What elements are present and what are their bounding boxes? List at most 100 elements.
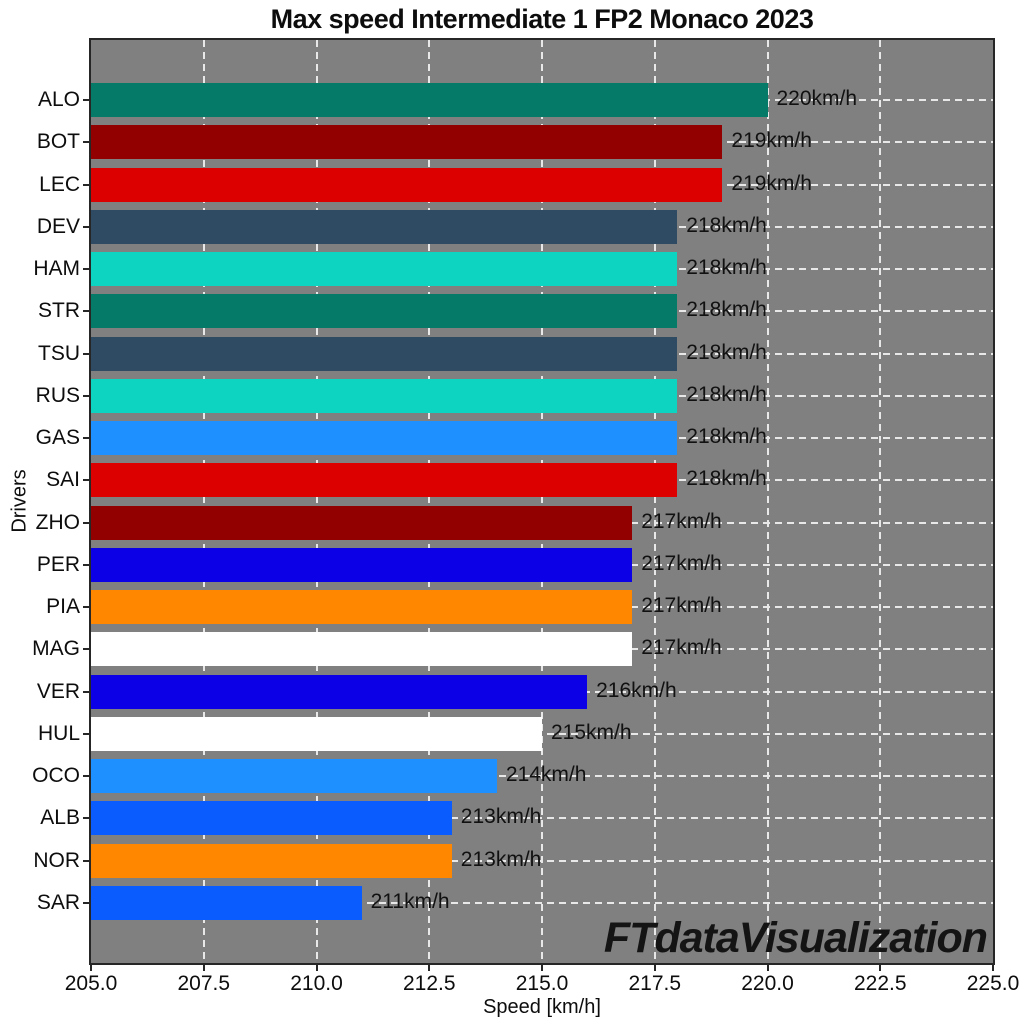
bar-DEV	[91, 209, 678, 244]
gridline-vertical	[541, 40, 543, 963]
x-tick-mark	[428, 963, 431, 971]
bar-HUL	[91, 716, 542, 751]
watermark: FTdataVisualization	[603, 914, 988, 962]
x-tick-label: 222.5	[853, 972, 907, 995]
bar-ZHO	[91, 505, 633, 540]
x-tick-label: 212.5	[402, 972, 456, 995]
x-tick-mark	[315, 963, 318, 971]
bar-LEC	[91, 167, 723, 202]
x-tick-label: 205.0	[64, 972, 118, 995]
y-tick-label: STR	[38, 299, 80, 323]
bar-value-label: 218km/h	[686, 298, 767, 322]
gridline-horizontal	[91, 732, 993, 735]
y-tick-mark	[83, 521, 91, 524]
bar-BOT	[91, 125, 723, 160]
y-tick-label: ALO	[37, 88, 80, 111]
x-tick-mark	[90, 963, 92, 971]
y-tick-label: RUS	[35, 383, 80, 407]
y-tick-label: SAI	[46, 468, 80, 492]
bar-value-label: 218km/h	[686, 425, 767, 449]
gridline-vertical	[766, 40, 769, 963]
y-tick-mark	[83, 817, 91, 820]
y-tick-label: NOR	[33, 848, 80, 872]
gridline-vertical	[653, 40, 656, 963]
bar-value-label: 211km/h	[370, 889, 450, 913]
x-tick-mark	[541, 963, 543, 971]
y-tick-label: ALB	[40, 806, 80, 830]
y-tick-mark	[83, 352, 91, 355]
x-tick-label: 225.0	[966, 972, 1020, 995]
bar-GAS	[91, 421, 678, 456]
x-tick-label: 220.0	[741, 972, 794, 995]
bar-value-label: 214km/h	[505, 763, 587, 787]
y-tick-mark	[83, 859, 91, 862]
bar-value-label: 219km/h	[731, 171, 812, 195]
y-tick-mark	[83, 648, 91, 651]
gridline-vertical	[202, 40, 205, 963]
y-tick-label: LEC	[39, 172, 80, 196]
bar-MAG	[91, 632, 633, 667]
bar-value-label: 218km/h	[686, 340, 767, 364]
plot-area: 220km/h 219km/h 219km/h 218km/h 218km/h 218km…	[89, 38, 995, 965]
bar-value-label: 215km/h	[551, 720, 632, 744]
bar-PER	[91, 547, 633, 582]
y-tick-label: DEV	[36, 214, 80, 238]
x-tick-label: 207.5	[177, 972, 231, 995]
bar-ALO	[91, 83, 768, 117]
bar-TSU	[91, 336, 678, 371]
bar-OCO	[91, 759, 497, 794]
y-tick-label: HAM	[33, 257, 80, 281]
y-tick-mark	[83, 901, 91, 904]
y-tick-mark	[83, 310, 91, 313]
y-tick-label: SAR	[36, 890, 80, 914]
y-tick-mark	[83, 563, 91, 566]
bar-value-label: 213km/h	[460, 805, 542, 829]
y-tick-label: PIA	[46, 595, 80, 619]
y-tick-mark	[83, 437, 91, 440]
gridline-horizontal	[91, 859, 993, 862]
x-tick-label: 215.0	[515, 972, 569, 995]
y-tick-label: HUL	[37, 721, 80, 745]
y-tick-mark	[83, 775, 91, 778]
bar-value-label: 216km/h	[596, 678, 677, 702]
bar-value-label: 217km/h	[641, 509, 722, 533]
y-tick-label: BOT	[36, 130, 80, 154]
bar-value-label: 219km/h	[731, 129, 812, 153]
y-tick-label: ZHO	[35, 510, 80, 534]
x-tick-mark	[202, 963, 205, 971]
x-tick-label: 210.0	[290, 972, 343, 995]
gridline-vertical	[315, 40, 318, 963]
bar-value-label: 218km/h	[686, 467, 767, 491]
y-tick-mark	[83, 268, 91, 271]
y-tick-mark	[83, 183, 91, 186]
y-tick-mark	[83, 225, 91, 228]
y-tick-mark	[83, 479, 91, 482]
x-tick-mark	[766, 963, 769, 971]
bar-value-label: 217km/h	[641, 594, 722, 618]
y-tick-label: TSU	[38, 341, 80, 365]
gridline-horizontal	[91, 901, 993, 904]
bar-value-label: 217km/h	[641, 636, 722, 660]
bar-HAM	[91, 252, 678, 287]
y-tick-label: GAS	[35, 426, 80, 450]
y-tick-mark	[83, 141, 91, 144]
y-tick-label: VER	[36, 679, 80, 703]
x-tick-label: 217.5	[628, 972, 682, 995]
chart-title: Max speed Intermediate 1 FP2 Monaco 2023	[270, 4, 814, 34]
y-tick-label: PER	[36, 552, 80, 576]
gridline-vertical	[879, 40, 882, 963]
x-axis-label: Speed [km/h]	[483, 996, 601, 1018]
bar-VER	[91, 674, 588, 709]
bar-value-label: 218km/h	[686, 256, 767, 280]
y-tick-mark	[83, 606, 91, 609]
bar-PIA	[91, 590, 633, 625]
x-tick-mark	[879, 963, 882, 971]
y-tick-mark	[83, 394, 91, 397]
y-tick-mark	[83, 732, 91, 735]
gridline-vertical	[428, 40, 431, 963]
bar-value-label: 218km/h	[686, 213, 767, 237]
bar-STR	[91, 294, 678, 329]
gridline-horizontal	[91, 775, 993, 778]
bar-SAR	[91, 885, 362, 920]
bar-value-label: 217km/h	[641, 551, 722, 575]
